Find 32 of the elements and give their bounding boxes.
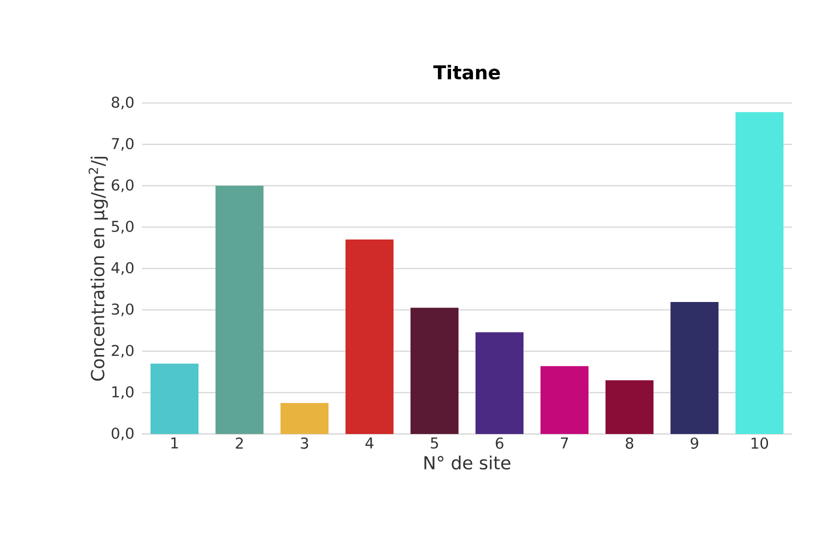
bar <box>670 302 719 434</box>
y-tick-label: 6,0 <box>112 179 134 192</box>
x-tick-label: 1 <box>171 438 178 448</box>
x-tick-label: 5 <box>430 438 438 449</box>
y-tick-label: 0,0 <box>112 428 134 440</box>
y-tick-label: 7,0 <box>112 138 134 151</box>
bar <box>540 366 589 434</box>
y-tick-label: 1,0 <box>112 386 134 400</box>
y-axis-title: Concentration en µg/m$^{2}$/j <box>88 156 108 381</box>
x-tick-label: 10 <box>752 438 768 449</box>
bar <box>606 380 654 434</box>
chart-title: Titane <box>433 64 500 80</box>
bar <box>736 112 784 434</box>
bar <box>216 186 264 434</box>
bar <box>150 364 199 434</box>
y-tick-label: 5,0 <box>112 220 134 234</box>
bar <box>346 240 394 434</box>
bar <box>410 308 459 434</box>
y-tick-label: 8,0 <box>112 96 134 110</box>
x-tick-label: 4 <box>365 438 374 448</box>
y-tick-label: 4,0 <box>111 262 134 275</box>
x-tick-label: 8 <box>626 438 634 449</box>
x-tick-label: 9 <box>690 438 698 449</box>
bar <box>476 332 524 434</box>
x-tick-label: 7 <box>560 438 568 448</box>
x-tick-label: 2 <box>236 438 243 449</box>
x-axis-title: N° de site <box>424 456 510 470</box>
bar <box>280 402 329 434</box>
y-tick-label: 3,0 <box>112 303 134 316</box>
y-tick-label: 2,0 <box>112 344 134 358</box>
x-tick-label: 6 <box>496 438 504 449</box>
x-tick-label: 3 <box>300 438 308 449</box>
